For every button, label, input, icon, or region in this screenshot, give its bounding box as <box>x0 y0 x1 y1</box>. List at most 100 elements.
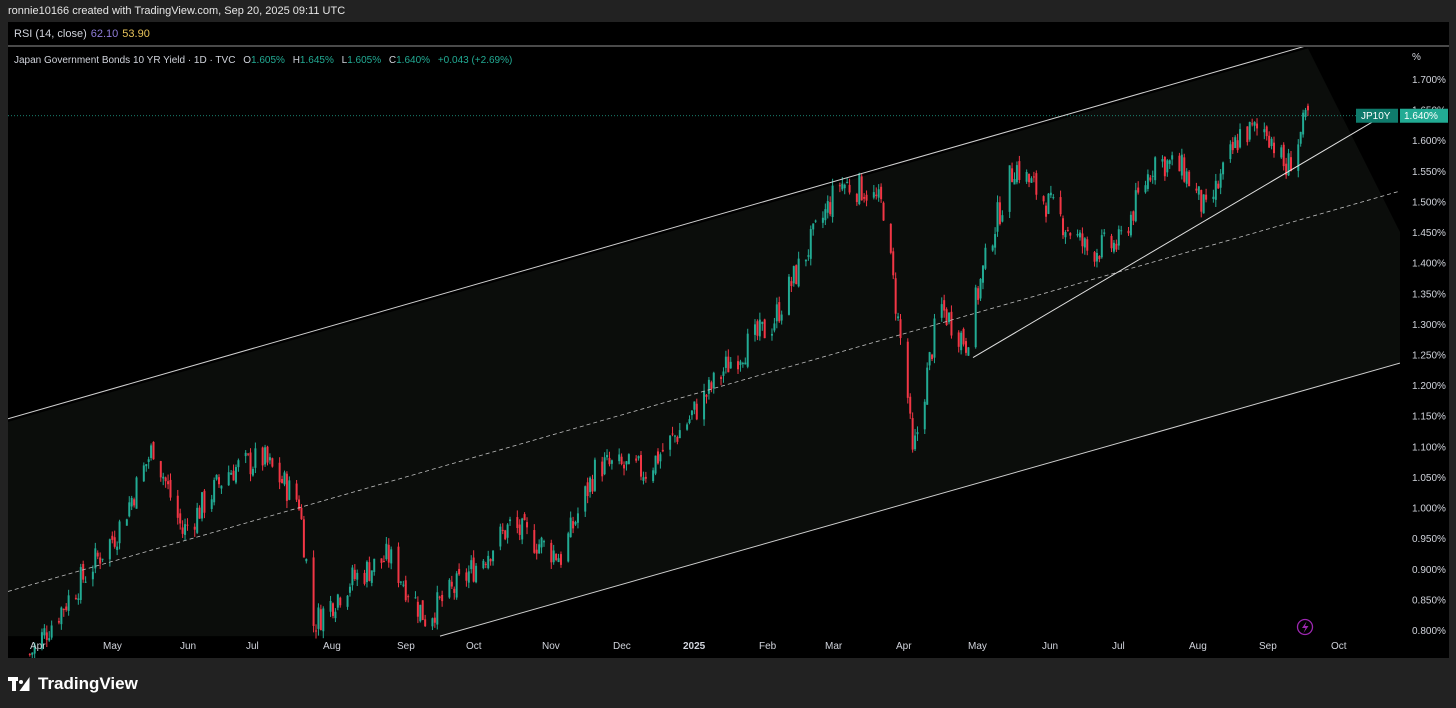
candle-body <box>831 185 834 218</box>
candle-body <box>82 563 85 580</box>
candle-body <box>695 403 698 420</box>
candle-body <box>1248 121 1251 140</box>
candle-body <box>1100 235 1103 258</box>
candle-body <box>179 513 182 524</box>
candle-body <box>210 499 213 509</box>
candle-body <box>164 477 167 482</box>
candle-body <box>281 478 284 483</box>
candle-body <box>838 185 841 187</box>
candle-body <box>329 600 332 612</box>
brand-name: TradingView <box>38 674 138 693</box>
candle-body <box>1047 193 1050 214</box>
candle-body <box>169 479 172 498</box>
candle-body <box>875 194 878 197</box>
lower-channel-line[interactable] <box>439 362 1401 637</box>
candle-body <box>28 653 31 655</box>
candle-body <box>1163 156 1166 177</box>
candle-body <box>382 561 385 563</box>
candle-body <box>1011 168 1014 182</box>
candle-body <box>586 482 589 497</box>
candle-body <box>33 644 36 654</box>
x-tick-label: Jul <box>1112 641 1125 652</box>
x-tick-label: Jun <box>1042 641 1058 652</box>
upper-channel-line[interactable] <box>8 47 1308 420</box>
candle-body <box>152 441 155 460</box>
candle-body <box>1093 252 1096 262</box>
y-tick-label: 0.800% <box>1412 626 1446 637</box>
candle-body <box>637 456 640 459</box>
candle-body <box>804 259 807 262</box>
price-chart[interactable]: 1.700%1.650%1.600%1.550%1.500%1.450%1.40… <box>8 47 1449 658</box>
candle-body <box>761 321 764 324</box>
candle-body <box>198 507 201 519</box>
candle-body <box>1001 215 1004 222</box>
candle-body <box>331 603 334 616</box>
attribution-bar: ronnie10166 created with TradingView.com… <box>0 0 1456 22</box>
lightning-icon[interactable] <box>1296 618 1314 636</box>
candle-body <box>404 580 407 601</box>
candle-body <box>128 502 131 517</box>
candle-body <box>855 193 858 203</box>
candle-body <box>402 584 405 586</box>
candle-body <box>380 558 383 563</box>
candle-body <box>482 560 485 569</box>
y-tick-label: 1.100% <box>1412 442 1446 453</box>
candle-body <box>829 202 832 215</box>
candle-body <box>1076 233 1079 236</box>
candle-body <box>1214 180 1217 200</box>
price-tag-value: 1.640% <box>1404 111 1438 122</box>
candle-body <box>278 462 281 483</box>
candle-body <box>118 521 121 544</box>
tradingview-logo[interactable]: TradingView <box>8 674 138 694</box>
candle-body <box>1222 162 1225 175</box>
candle-body <box>421 600 424 620</box>
price-tag-symbol-bg[interactable] <box>1356 108 1398 123</box>
candle-body <box>964 341 967 353</box>
candle-body <box>673 435 676 437</box>
y-tick-label: 1.200% <box>1412 381 1446 392</box>
candle-body <box>1110 235 1113 249</box>
candle-body <box>521 518 524 540</box>
candle-body <box>356 572 359 580</box>
price-pane[interactable]: 1.700%1.650%1.600%1.550%1.500%1.450%1.40… <box>8 47 1449 658</box>
candle-body <box>385 543 388 560</box>
candle-body <box>509 519 512 522</box>
candle-body <box>882 202 885 221</box>
candle-body <box>453 588 456 593</box>
rsi-pane[interactable]: RSI (14, close) 62.10 53.90 <box>8 22 1449 47</box>
candle-body <box>1212 196 1215 199</box>
candle-body <box>142 465 145 482</box>
candle-body <box>315 630 318 632</box>
candle-body <box>940 304 943 318</box>
candle-body <box>317 607 320 629</box>
legend-change: +0.043 (+2.69%) <box>437 55 513 66</box>
candle-body <box>271 458 274 467</box>
y-tick-label: 1.600% <box>1412 136 1446 147</box>
rsi-legend: RSI (14, close) 62.10 53.90 <box>14 28 150 40</box>
price-tag-value-bg[interactable] <box>1400 108 1448 123</box>
candle-body <box>370 570 373 583</box>
axis-unit-label: % <box>1412 52 1421 63</box>
candle-body <box>135 477 138 509</box>
candle-body <box>620 456 623 465</box>
candle-body <box>348 586 351 593</box>
candle-body <box>1154 157 1157 181</box>
candle-body <box>1251 123 1254 125</box>
candle-body <box>213 480 216 503</box>
y-tick-label: 1.700% <box>1412 75 1446 86</box>
x-tick-label: Oct <box>466 641 482 652</box>
support-trendline[interactable] <box>972 115 1384 358</box>
y-tick-label: 1.050% <box>1412 473 1446 484</box>
candle-body <box>365 561 368 583</box>
candle-body <box>62 608 65 611</box>
channel-midline[interactable] <box>8 190 1401 592</box>
candle-body <box>94 548 97 569</box>
y-tick-label: 0.900% <box>1412 565 1446 576</box>
candle-body <box>705 394 708 397</box>
candle-body <box>737 361 740 370</box>
candle-body <box>193 526 196 530</box>
candle-body <box>108 539 111 560</box>
candle-body <box>688 419 691 423</box>
candle-body <box>669 435 672 450</box>
